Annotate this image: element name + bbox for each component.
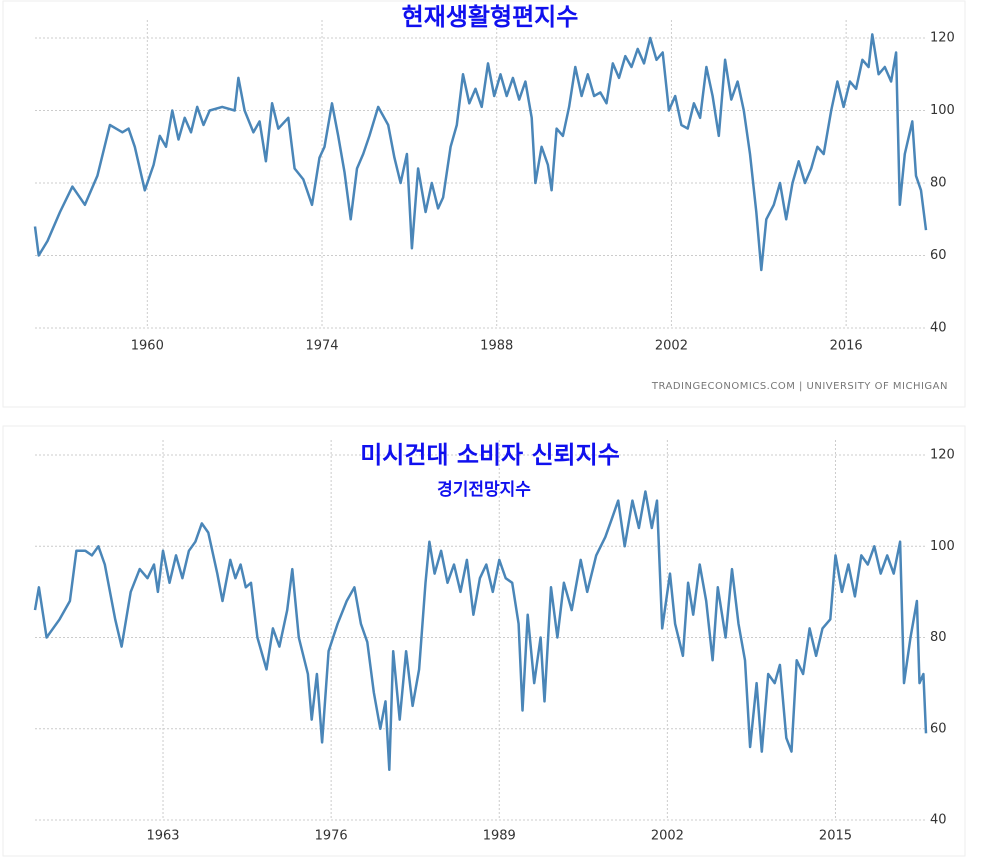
panel-frame (2, 0, 966, 408)
y-tick-label: 80 (930, 630, 947, 645)
x-tick-label: 1974 (305, 339, 338, 354)
x-tick-label: 2002 (651, 829, 684, 844)
source-note: TRADINGECONOMICS.COM | UNIVERSITY OF MIC… (651, 381, 948, 392)
y-tick-label: 120 (930, 31, 955, 46)
x-tick-label: 1976 (315, 829, 348, 844)
x-tick-label: 1960 (131, 339, 164, 354)
panel-frame (2, 425, 966, 857)
y-tick-label: 80 (930, 176, 947, 191)
chart-title: 현재생활형편지수 (402, 3, 579, 31)
x-tick-label: 1988 (480, 339, 513, 354)
x-tick-label: 1989 (483, 829, 516, 844)
y-tick-label: 40 (930, 813, 947, 828)
y-tick-label: 40 (930, 321, 947, 336)
y-tick-label: 60 (930, 721, 947, 736)
chart-title: 미시건대 소비자 신뢰지수 (360, 441, 620, 469)
y-tick-label: 100 (930, 539, 955, 554)
x-tick-label: 1963 (146, 829, 179, 844)
data-line (33, 490, 928, 772)
y-tick-label: 60 (930, 248, 947, 263)
y-tick-label: 120 (930, 448, 955, 463)
x-tick-label: 2016 (830, 339, 863, 354)
data-line (33, 33, 928, 272)
chart-subtitle: 경기전망지수 (437, 480, 531, 500)
x-tick-label: 2015 (819, 829, 852, 844)
x-tick-label: 2002 (655, 339, 688, 354)
y-tick-label: 100 (930, 103, 955, 118)
